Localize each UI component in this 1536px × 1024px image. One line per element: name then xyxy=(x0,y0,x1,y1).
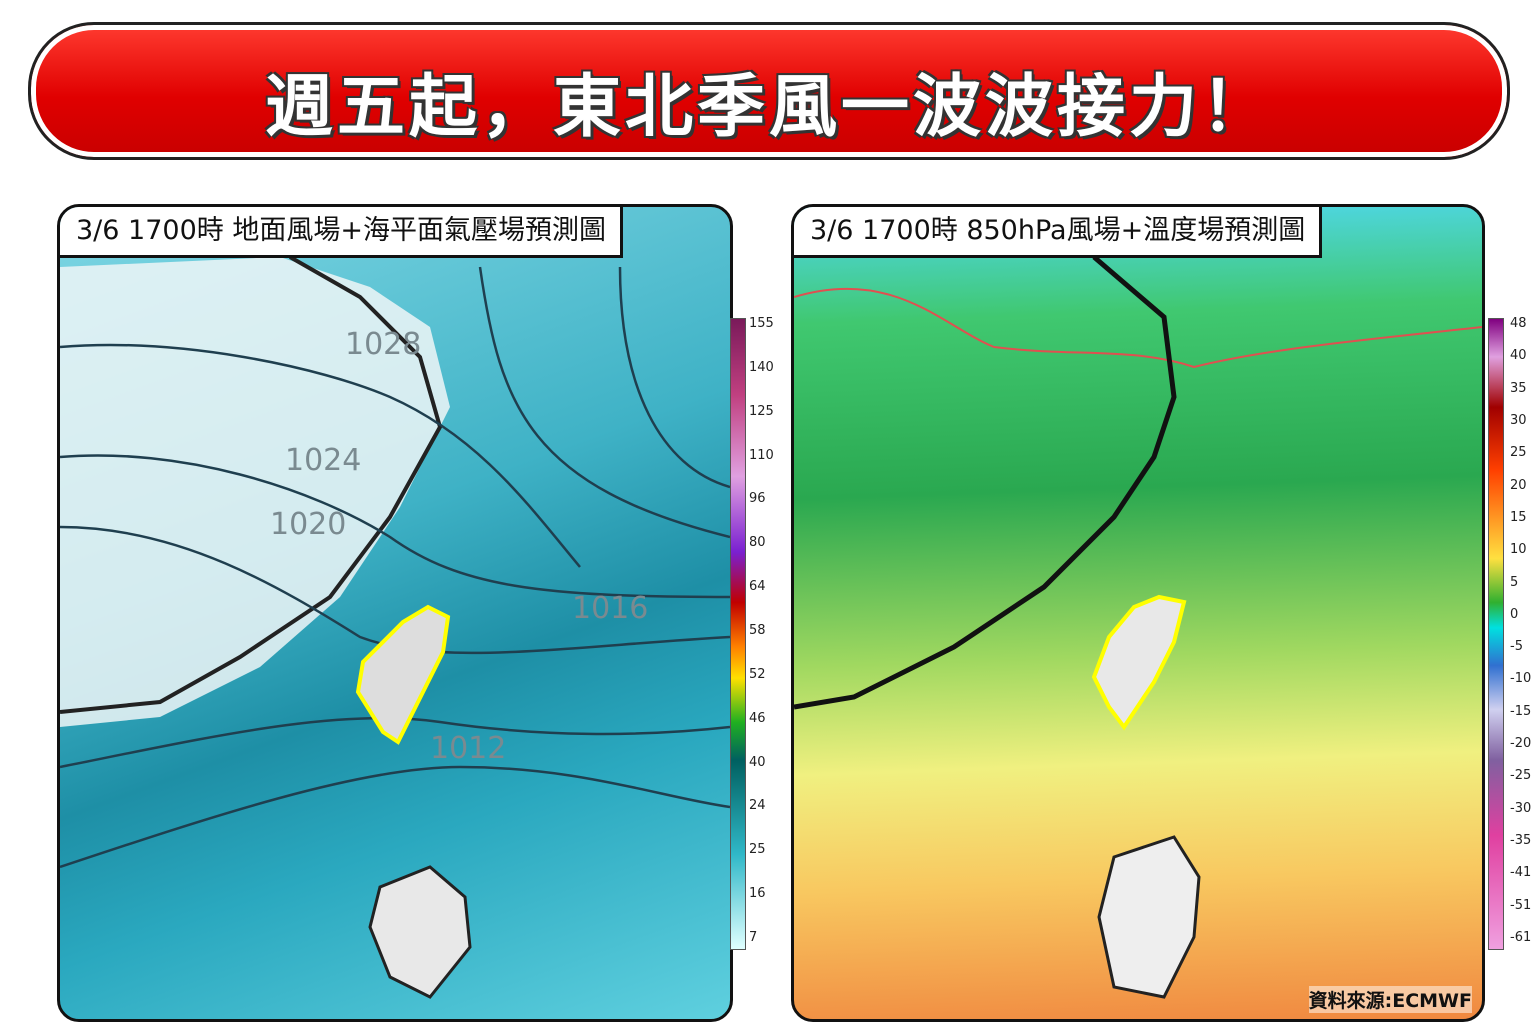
colorbar-label: 125 xyxy=(749,403,774,419)
isobar-label: 1016 xyxy=(572,591,649,626)
colorbar-label: 96 xyxy=(749,491,766,507)
colorbar-label: 80 xyxy=(749,535,766,551)
panel-title: 3/6 1700時 850hPa風場+溫度場預測圖 xyxy=(794,207,1323,258)
colorbar-label: -5 xyxy=(1510,639,1523,655)
colorbar-label: 20 xyxy=(1510,477,1527,493)
colorbar-label: 30 xyxy=(1510,412,1527,428)
colorbar-label: -25 xyxy=(1510,768,1532,784)
colorbar xyxy=(730,318,746,950)
colorbar-label: 15 xyxy=(1510,509,1527,525)
colorbar-label: 40 xyxy=(1510,348,1527,364)
isobar-label: 1012 xyxy=(430,731,507,766)
colorbar-label: 46 xyxy=(749,710,766,726)
colorbar-label: 24 xyxy=(749,798,766,814)
headline: 週五起，東北季風一波波接力！ xyxy=(264,68,1273,147)
surface-map: 1028 1024 1020 1016 1012 3/6 1700時 地面風場+… xyxy=(57,204,733,1022)
colorbar-label: -51 xyxy=(1510,897,1532,913)
colorbar-label: 40 xyxy=(749,754,766,770)
map-drawing xyxy=(794,255,1482,999)
colorbar-label: 48 xyxy=(1510,316,1527,331)
colorbar-label: 110 xyxy=(749,447,774,463)
colorbar-label: 35 xyxy=(1510,380,1527,396)
colorbar-label: 10 xyxy=(1510,542,1527,558)
colorbar-label: 140 xyxy=(749,359,774,375)
colorbar-label: -15 xyxy=(1510,703,1532,719)
colorbar-label: -41 xyxy=(1510,865,1532,881)
colorbar xyxy=(1488,318,1504,950)
colorbar-label: 7 xyxy=(749,930,758,945)
colorbar-label: -20 xyxy=(1510,736,1532,752)
colorbar-label: -30 xyxy=(1510,800,1532,816)
panel-title: 3/6 1700時 地面風場+海平面氣壓場預測圖 xyxy=(60,207,623,258)
colorbar-label: -61 xyxy=(1510,930,1532,945)
colorbar-label: 0 xyxy=(1510,606,1519,622)
isobar-label: 1024 xyxy=(285,443,362,478)
temperature-map: 3/6 1700時 850hPa風場+溫度場預測圖 資料來源:ECMWF xyxy=(791,204,1485,1022)
banner: 週五起，東北季風一波波接力！ xyxy=(28,22,1510,160)
colorbar-label: -10 xyxy=(1510,671,1532,687)
colorbar-label: 155 xyxy=(749,316,774,331)
map-drawing xyxy=(60,255,730,999)
isobar-label: 1020 xyxy=(270,507,347,542)
colorbar-label: 58 xyxy=(749,623,766,638)
colorbar-label: 52 xyxy=(749,666,766,682)
colorbar-label: -35 xyxy=(1510,833,1532,849)
colorbar-label: 5 xyxy=(1510,574,1519,590)
colorbar-label: 25 xyxy=(749,842,766,858)
source-note: 資料來源:ECMWF xyxy=(1308,986,1472,1013)
colorbar-label: 25 xyxy=(1510,445,1527,461)
colorbar-label: 64 xyxy=(749,579,766,595)
isobar-label: 1028 xyxy=(345,327,422,362)
colorbar-label: 16 xyxy=(749,886,766,902)
